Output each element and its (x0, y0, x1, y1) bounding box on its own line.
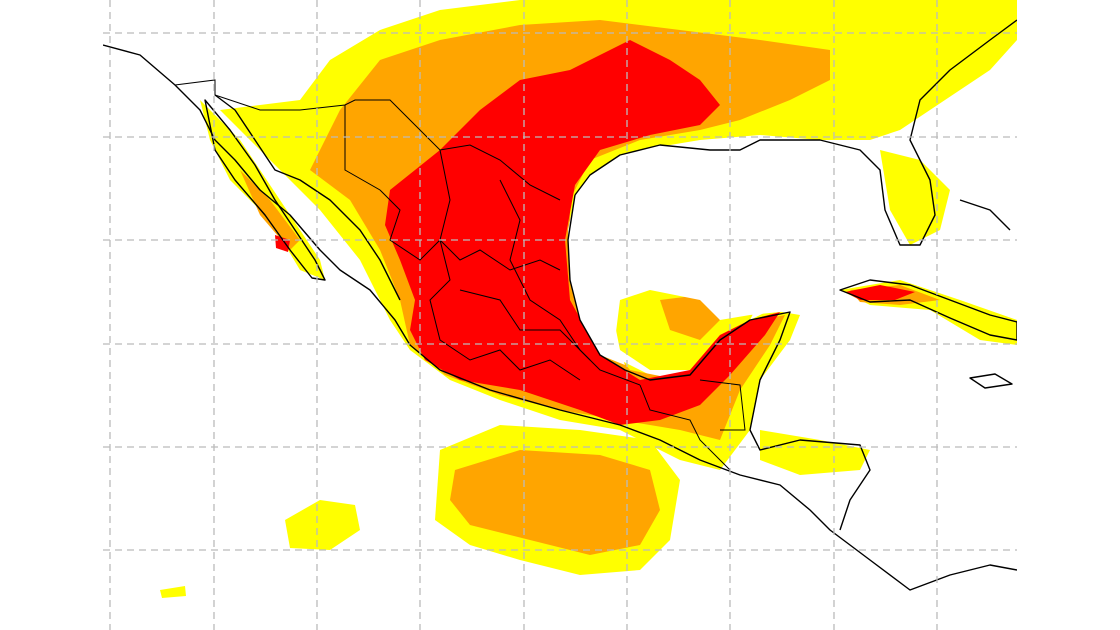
red-region (275, 40, 915, 425)
borders (174, 79, 746, 471)
coastlines (103, 19, 1017, 591)
gulf-of-mexico (568, 140, 1017, 365)
map-area (103, 0, 1017, 630)
graticule (103, 0, 1017, 630)
